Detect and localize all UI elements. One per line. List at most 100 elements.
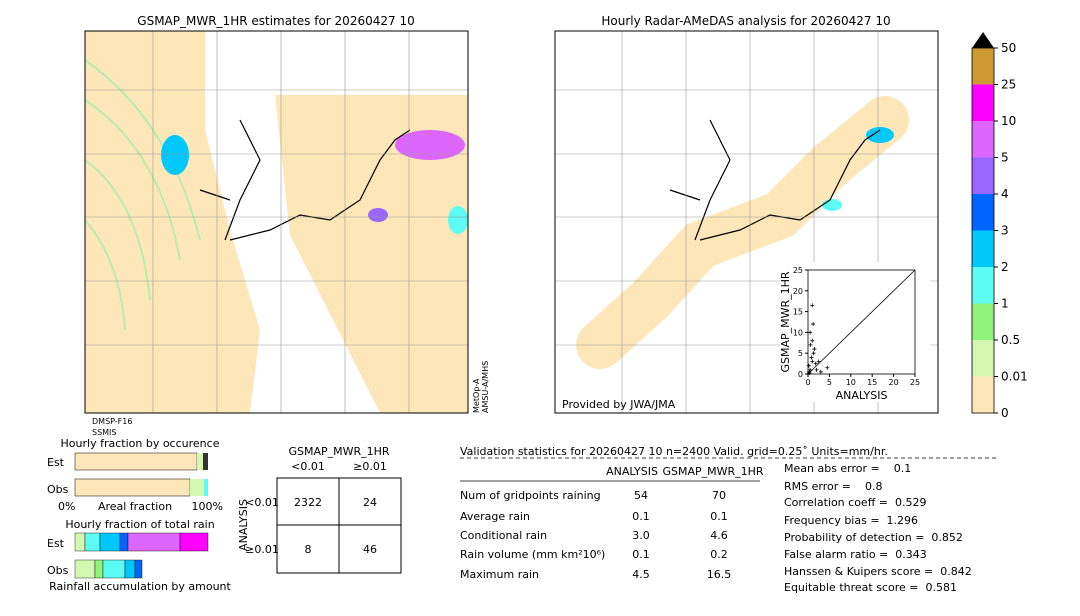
row-label: Average rain bbox=[460, 510, 530, 523]
col-header: ANALYSIS bbox=[606, 465, 658, 478]
cell: 2322 bbox=[294, 496, 322, 509]
row-label: Obs bbox=[47, 483, 69, 496]
sensor-label: MetOp-A bbox=[472, 378, 481, 413]
y-tick-label: 15 bbox=[793, 308, 803, 317]
row-label: Est bbox=[47, 537, 65, 550]
cell: 16.5 bbox=[707, 568, 732, 581]
cell: 54 bbox=[634, 489, 648, 502]
point bbox=[811, 322, 816, 327]
cell: 46 bbox=[363, 543, 377, 556]
colorbar-label: 50 bbox=[1001, 41, 1016, 55]
fraction-bar bbox=[74, 452, 198, 471]
point bbox=[811, 351, 816, 356]
col-header: GSMAP_MWR_1HR bbox=[662, 465, 763, 478]
rain-bars bbox=[74, 532, 209, 579]
y-tick-label: 20 bbox=[793, 287, 803, 296]
row-label: Maximum rain bbox=[460, 568, 539, 581]
axis-label: Areal fraction bbox=[98, 500, 172, 513]
fraction-bar bbox=[203, 453, 208, 470]
validation-table: Validation statistics for 20260427 10 n=… bbox=[460, 445, 996, 594]
point bbox=[808, 330, 813, 335]
point bbox=[813, 361, 818, 366]
point bbox=[810, 359, 815, 364]
axis-label: 100% bbox=[192, 500, 223, 513]
colorbar-label: 0.01 bbox=[1001, 370, 1028, 384]
sensor-label: SSMIS bbox=[92, 428, 117, 437]
axis-label: 0% bbox=[58, 500, 75, 513]
score: False alarm ratio = 0.343 bbox=[784, 548, 927, 561]
point bbox=[807, 371, 812, 376]
map-title: GSMAP_MWR_1HR estimates for 20260427 10 bbox=[137, 14, 414, 28]
y-tick-label: 5 bbox=[798, 349, 803, 358]
cell: 0.2 bbox=[710, 548, 728, 561]
panel-footer: Rainfall accumulation by amount bbox=[49, 580, 231, 593]
colorbar-label: 0.5 bbox=[1001, 333, 1020, 347]
row-label: Conditional rain bbox=[460, 529, 547, 542]
rain bbox=[161, 135, 189, 175]
colorbar-label: 1 bbox=[1001, 297, 1009, 311]
panel-title: Hourly fraction by occurence bbox=[61, 437, 220, 450]
colorbar-segment bbox=[972, 303, 994, 340]
left-map: GSMAP_MWR_1HR estimates for 20260427 10 … bbox=[84, 14, 490, 437]
point bbox=[808, 367, 813, 372]
diagonal bbox=[807, 269, 916, 375]
rain bbox=[448, 206, 468, 234]
colorbar-extend bbox=[972, 32, 994, 48]
row-label: <0.01 bbox=[245, 496, 279, 509]
colorbar-segment bbox=[972, 376, 994, 413]
cell: 24 bbox=[363, 496, 377, 509]
x-axis-label: ANALYSIS bbox=[836, 389, 888, 402]
plot-frame bbox=[807, 269, 916, 375]
colorbar-segment bbox=[972, 157, 994, 194]
credit: Provided by JWA/JMA bbox=[562, 398, 676, 411]
score: RMS error = 0.8 bbox=[784, 480, 882, 493]
table-title: Validation statistics for 20260427 10 n=… bbox=[460, 445, 888, 458]
sensor-label: AMSU-A/MHS bbox=[481, 361, 490, 413]
row-title: ANALYSIS bbox=[237, 499, 250, 551]
coastline bbox=[669, 119, 881, 241]
fraction-bar bbox=[74, 478, 191, 497]
colorbar-label: 3 bbox=[1001, 224, 1009, 238]
colorbar-segment bbox=[972, 267, 994, 304]
point bbox=[814, 367, 819, 372]
point bbox=[825, 365, 830, 370]
x-tick-label: 5 bbox=[827, 378, 832, 387]
right-map: Hourly Radar-AMeDAS analysis for 2026042… bbox=[554, 14, 939, 414]
colorbar: 0 0.01 0.5 1 2 3 4 5 10 25 50 bbox=[971, 32, 1028, 420]
colorbar-label: 10 bbox=[1001, 114, 1016, 128]
cell: 70 bbox=[712, 489, 726, 502]
x-tick-label: 0 bbox=[805, 378, 810, 387]
score: Mean abs error = 0.1 bbox=[784, 462, 911, 475]
x-tick-label: 10 bbox=[846, 378, 856, 387]
sensor-label: DMSP-F16 bbox=[92, 417, 132, 426]
rain bbox=[866, 127, 894, 143]
point bbox=[810, 338, 815, 343]
colorbar-segment bbox=[972, 230, 994, 267]
panel-title: Hourly fraction of total rain bbox=[65, 518, 214, 531]
colorbar-segment bbox=[972, 84, 994, 121]
x-tick-label: 15 bbox=[867, 378, 877, 387]
cell: 0.1 bbox=[632, 548, 650, 561]
scatter: 0 5 10 15 20 25 0 5 10 15 20 25 ANALYSIS GSMAP_MWR_1H… bbox=[779, 266, 920, 402]
point bbox=[808, 342, 813, 347]
swath-edges bbox=[84, 59, 201, 331]
point bbox=[806, 363, 811, 368]
point bbox=[812, 347, 817, 352]
point bbox=[818, 369, 823, 374]
cell: 4.5 bbox=[632, 568, 650, 581]
map-title: Hourly Radar-AMeDAS analysis for 2026042… bbox=[601, 14, 890, 28]
row-label: Rain volume (mm km²10⁶) bbox=[460, 548, 605, 561]
point bbox=[816, 359, 821, 364]
score: Probability of detection = 0.852 bbox=[784, 531, 963, 544]
cell: 3.0 bbox=[632, 529, 650, 542]
cell: 0.1 bbox=[710, 510, 728, 523]
rain bbox=[395, 130, 465, 160]
col-label: ≥0.01 bbox=[353, 460, 387, 473]
colorbar-label: 2 bbox=[1001, 260, 1009, 274]
fraction-bar bbox=[197, 453, 203, 470]
colorbar-segment bbox=[972, 121, 994, 158]
colorbar-label: 5 bbox=[1001, 151, 1009, 165]
cell: 8 bbox=[305, 543, 312, 556]
no-data-swath bbox=[205, 31, 468, 413]
